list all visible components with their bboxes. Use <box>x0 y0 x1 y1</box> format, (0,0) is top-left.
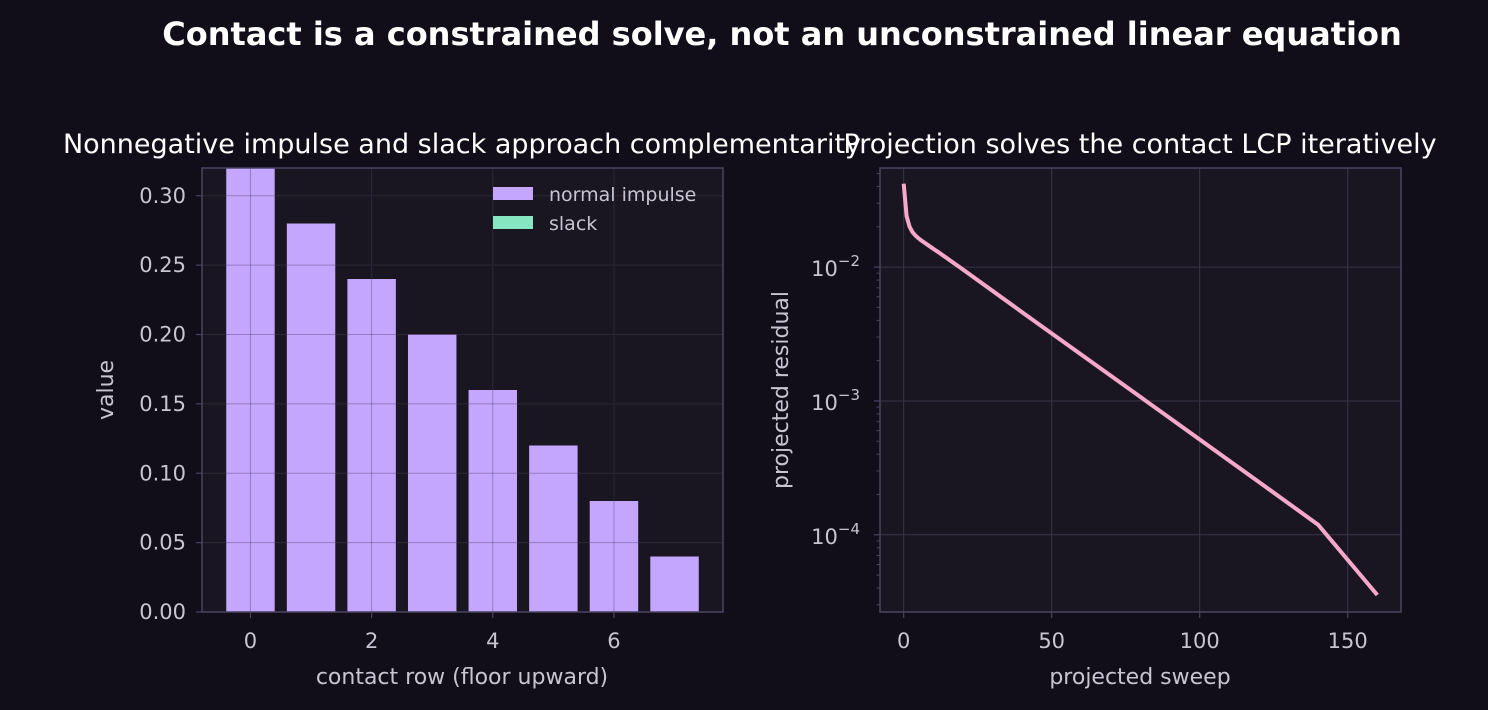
bar-chart-xtick-label: 2 <box>365 629 378 653</box>
bar-normal-impulse <box>589 501 639 612</box>
bar-chart-ticks: 0 2 4 6 0.00 0.05 0.10 0.15 0.20 0.25 0.30 <box>139 184 620 653</box>
bar-chart-ytick-label: 0.00 <box>139 600 186 624</box>
residual-chart-plot-area <box>880 168 1401 612</box>
residual-chart-xlabel: projected sweep <box>1049 665 1230 690</box>
legend-label-slack: slack <box>549 213 597 235</box>
bar-chart-xtick-label: 6 <box>607 629 620 653</box>
legend-swatch-normal-impulse <box>493 187 533 200</box>
bar-chart-xtick-label: 4 <box>486 629 499 653</box>
bar-normal-impulse <box>650 556 699 612</box>
residual-chart-title: Projection solves the contact LCP iterat… <box>843 129 1436 160</box>
bar-chart-legend: normal impulse slack <box>493 184 696 235</box>
bar-chart-title: Nonnegative impulse and slack approach c… <box>63 129 861 160</box>
residual-chart-grid <box>880 168 1401 612</box>
figure-suptitle: Contact is a constrained solve, not an u… <box>162 15 1401 53</box>
bar-chart-ytick-label: 0.15 <box>139 392 186 416</box>
legend-label-normal-impulse: normal impulse <box>549 184 696 206</box>
bar-chart-ytick-label: 0.30 <box>139 184 186 208</box>
residual-chart-xtick-label: 100 <box>1180 629 1220 653</box>
residual-chart-ytick-label: 10−4 <box>811 520 860 549</box>
residual-chart-ylabel: projected residual <box>769 291 794 489</box>
bar-chart-plot-area <box>202 168 723 612</box>
bar-normal-impulse <box>468 390 518 612</box>
legend-swatch-slack <box>493 216 533 229</box>
bar-normal-impulse <box>407 334 457 612</box>
bar-chart-xlabel: contact row (floor upward) <box>316 665 608 690</box>
bar-chart-ytick-label: 0.10 <box>139 461 186 485</box>
residual-chart-xtick-label: 0 <box>897 629 910 653</box>
residual-chart-frame <box>879 167 1402 613</box>
bar-chart-frame <box>201 167 724 613</box>
bar-normal-impulse <box>286 223 336 612</box>
bar-chart-ylabel: value <box>94 360 119 420</box>
residual-chart-ytick-label: 10−2 <box>811 252 860 281</box>
residual-chart-ticks: 0 50 100 150 10−2 10−3 10−4 <box>811 173 1368 653</box>
residual-chart: Projection solves the contact LCP iterat… <box>769 129 1437 690</box>
residual-chart-line <box>901 183 1379 597</box>
bar-normal-impulse <box>529 445 578 612</box>
residual-chart-ytick-label: 10−3 <box>811 386 860 415</box>
bar-chart-ytick-label: 0.25 <box>139 253 186 277</box>
bar-chart: Nonnegative impulse and slack approach c… <box>63 129 861 690</box>
bar-normal-impulse <box>226 168 275 612</box>
bar-chart-bars <box>226 168 699 612</box>
residual-series-line <box>901 183 1379 597</box>
residual-chart-xtick-label: 50 <box>1038 629 1065 653</box>
bar-chart-ytick-label: 0.05 <box>139 531 186 555</box>
residual-chart-xtick-label: 150 <box>1328 629 1368 653</box>
bar-chart-xtick-label: 0 <box>244 629 257 653</box>
bar-chart-ytick-label: 0.20 <box>139 323 186 347</box>
bar-normal-impulse <box>347 279 396 612</box>
